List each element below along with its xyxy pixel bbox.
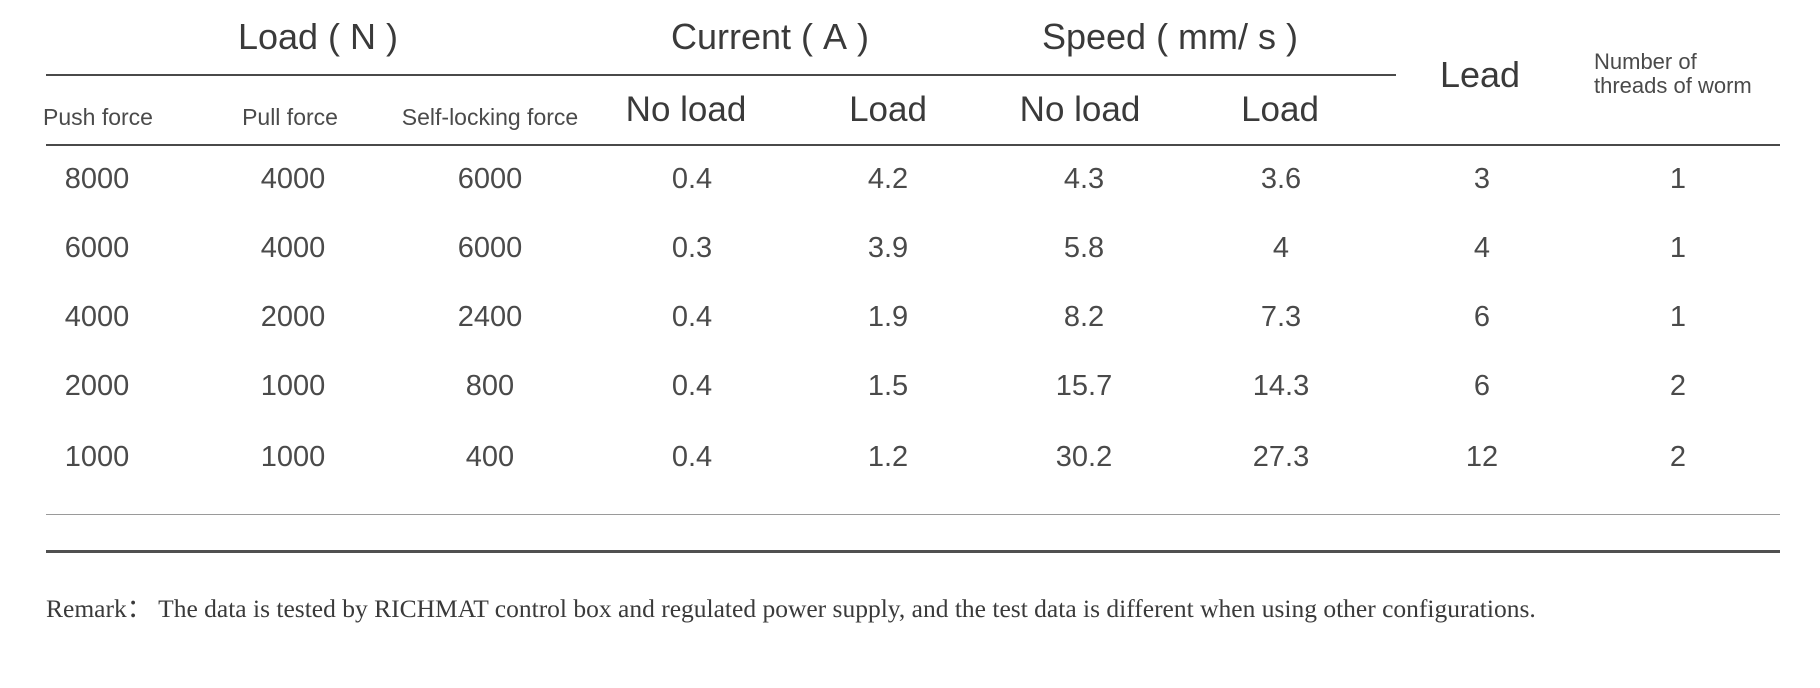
- remark-note: Remark： The data is tested by RICHMAT co…: [46, 594, 1536, 623]
- cell-current-no-load: 0.4: [671, 441, 713, 473]
- speed-group-header: Speed ( mm/ s ): [1041, 16, 1299, 57]
- cell-threads: 1: [1669, 301, 1687, 333]
- table-bottom-thin-rule: [46, 514, 1780, 515]
- cell-push-force: 6000: [64, 232, 130, 264]
- cell-current-no-load: 0.4: [671, 370, 713, 402]
- speed-no-load-header: No load: [1019, 90, 1141, 129]
- cell-self-locking-force: 6000: [457, 163, 523, 195]
- pull-force-header: Pull force: [242, 104, 338, 130]
- threads-header-line2: threads of worm: [1594, 73, 1752, 98]
- cell-speed-no-load: 4.3: [1063, 163, 1105, 195]
- current-load-header: Load: [849, 90, 927, 129]
- cell-current-no-load: 0.3: [671, 232, 713, 264]
- cell-threads: 1: [1669, 232, 1687, 264]
- cell-speed-no-load: 8.2: [1063, 301, 1105, 333]
- cell-lead: 6: [1473, 370, 1491, 402]
- cell-pull-force: 4000: [260, 232, 326, 264]
- push-force-header: Push force: [43, 104, 153, 130]
- cell-lead: 6: [1473, 301, 1491, 333]
- cell-current-no-load: 0.4: [671, 301, 713, 333]
- cell-threads: 2: [1669, 370, 1687, 402]
- cell-current-load: 1.9: [867, 301, 909, 333]
- cell-threads: 2: [1669, 441, 1687, 473]
- cell-threads: 1: [1669, 163, 1687, 195]
- cell-push-force: 8000: [64, 163, 130, 195]
- current-no-load-header: No load: [625, 90, 747, 129]
- cell-pull-force: 2000: [260, 301, 326, 333]
- header-bottom-rule: [46, 144, 1780, 146]
- self-locking-force-header: Self-locking force: [401, 104, 579, 130]
- cell-pull-force: 1000: [260, 441, 326, 473]
- cell-pull-force: 4000: [260, 163, 326, 195]
- cell-speed-load: 14.3: [1252, 370, 1310, 402]
- cell-push-force: 1000: [64, 441, 130, 473]
- table-bottom-thick-rule: [46, 550, 1780, 553]
- cell-lead: 12: [1465, 441, 1499, 473]
- cell-current-load: 1.2: [867, 441, 909, 473]
- cell-speed-load: 4: [1272, 232, 1290, 264]
- cell-self-locking-force: 6000: [457, 232, 523, 264]
- cell-push-force: 2000: [64, 370, 130, 402]
- cell-self-locking-force: 800: [465, 370, 515, 402]
- cell-speed-load: 7.3: [1260, 301, 1302, 333]
- speed-load-header: Load: [1241, 90, 1319, 129]
- cell-speed-no-load: 30.2: [1055, 441, 1113, 473]
- load-group-header: Load ( N ): [237, 16, 399, 57]
- current-group-header: Current ( A ): [670, 16, 870, 57]
- cell-current-load: 3.9: [867, 232, 909, 264]
- cell-speed-load: 3.6: [1260, 163, 1302, 195]
- cell-lead: 4: [1473, 232, 1491, 264]
- cell-push-force: 4000: [64, 301, 130, 333]
- cell-self-locking-force: 2400: [457, 301, 523, 333]
- threads-header-line1: Number of: [1594, 49, 1697, 74]
- lead-header: Lead: [1439, 54, 1521, 95]
- cell-lead: 3: [1473, 163, 1491, 195]
- cell-pull-force: 1000: [260, 370, 326, 402]
- cell-current-no-load: 0.4: [671, 163, 713, 195]
- group-header-rule: [46, 74, 1396, 76]
- cell-current-load: 1.5: [867, 370, 909, 402]
- cell-speed-load: 27.3: [1252, 441, 1310, 473]
- cell-speed-no-load: 15.7: [1055, 370, 1113, 402]
- cell-speed-no-load: 5.8: [1063, 232, 1105, 264]
- threads-header: Number of threads of worm: [1594, 50, 1794, 98]
- cell-current-load: 4.2: [867, 163, 909, 195]
- cell-self-locking-force: 400: [465, 441, 515, 473]
